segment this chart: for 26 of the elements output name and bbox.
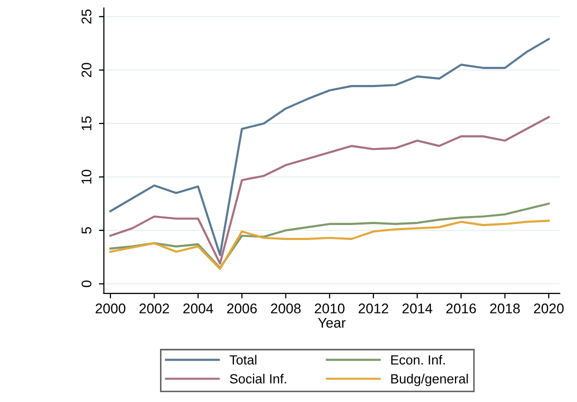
y-tick-label: 0 xyxy=(82,280,92,288)
x-tick-label: 2004 xyxy=(183,304,214,314)
y-tick-label: 15 xyxy=(82,116,92,130)
line-series xyxy=(109,202,550,269)
y-tick-label: 10 xyxy=(82,170,92,184)
legend-label: Budg/general xyxy=(391,374,468,386)
line-series xyxy=(109,116,550,265)
x-tick-label: 2018 xyxy=(490,304,520,314)
legend-label: Econ. Inf. xyxy=(391,354,445,365)
x-tick-label: 2014 xyxy=(402,304,432,314)
legend-label: Social Inf. xyxy=(230,374,286,384)
line-series xyxy=(109,38,550,256)
line-series xyxy=(109,220,550,270)
legend-label: Total xyxy=(230,354,256,365)
x-tick-label: 2020 xyxy=(534,304,564,314)
x-tick-label: 2010 xyxy=(314,304,344,314)
x-tick-label: 2000 xyxy=(96,304,126,314)
x-tick-label: 2012 xyxy=(358,304,388,314)
x-tick-label: 2008 xyxy=(271,304,301,314)
x-tick-label: 2002 xyxy=(140,304,170,314)
x-tick-label: 2016 xyxy=(446,304,476,314)
y-tick-label: 5 xyxy=(82,227,92,234)
y-tick-label: 20 xyxy=(82,62,92,78)
y-tick-label: 25 xyxy=(82,9,92,24)
x-tick-label: 2006 xyxy=(227,304,257,314)
x-axis-title: Year xyxy=(318,318,346,328)
